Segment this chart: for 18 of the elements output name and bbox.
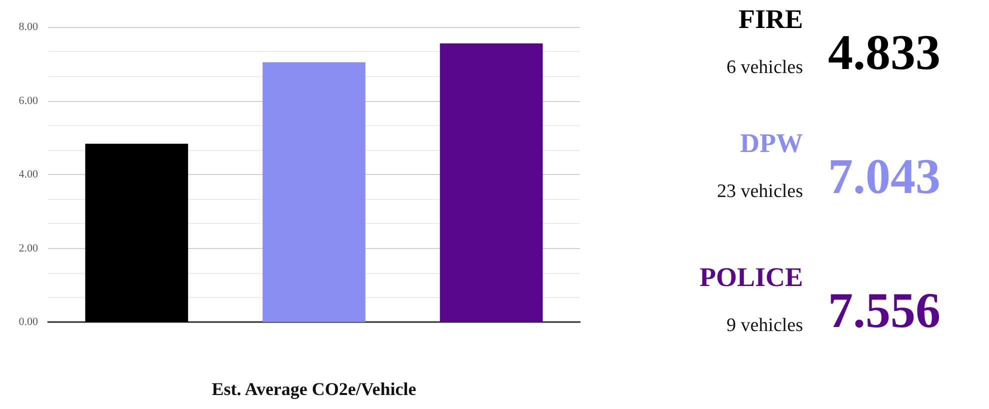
category-label: FIRE xyxy=(737,3,803,36)
bar xyxy=(262,62,366,322)
x-axis-title: Est. Average CO2e/Vehicle xyxy=(212,379,416,399)
category-label: POLICE xyxy=(698,261,803,294)
data-label: 7.556 xyxy=(828,281,940,340)
y-tick-label: 8.00 xyxy=(18,21,38,33)
bar xyxy=(85,144,188,322)
text: 23 vehicles xyxy=(716,180,803,204)
text: 9 vehicles xyxy=(725,314,803,338)
y-tick-label: 4.00 xyxy=(18,168,38,180)
bar xyxy=(440,43,543,322)
category-label: DPW xyxy=(739,127,803,160)
text: 6 vehicles xyxy=(725,56,803,80)
y-tick-label: 0.00 xyxy=(18,316,38,328)
y-tick-label: 2.00 xyxy=(18,242,38,254)
data-label: 4.833 xyxy=(828,23,940,82)
y-tick-label: 6.00 xyxy=(18,94,38,107)
data-label: 7.043 xyxy=(828,147,940,206)
